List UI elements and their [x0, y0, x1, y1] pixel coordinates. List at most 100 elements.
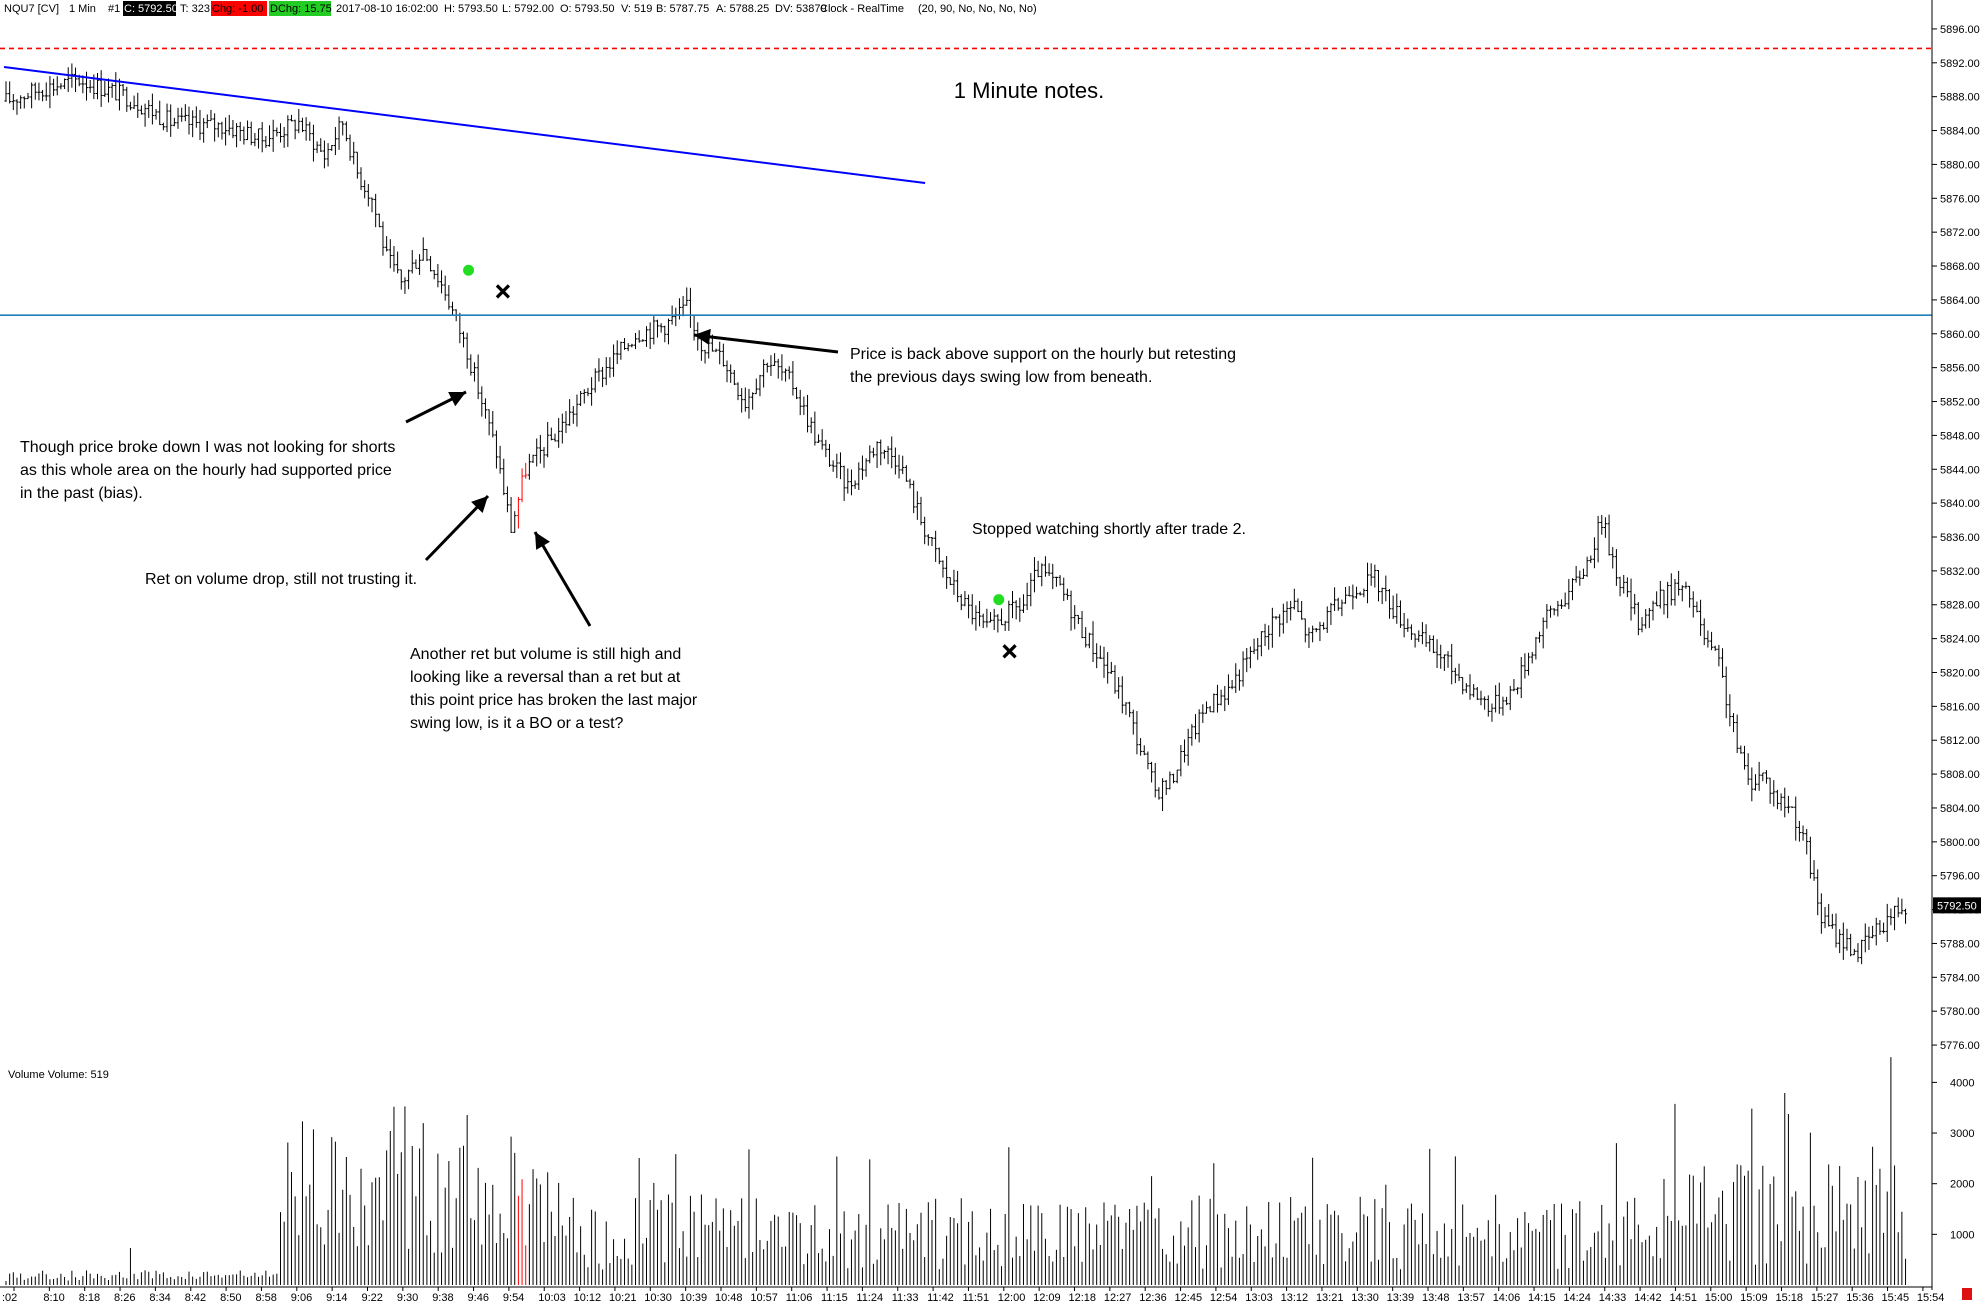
price-bar [1750, 767, 1754, 802]
price-bar [1735, 714, 1739, 754]
price-bar [374, 193, 378, 228]
price-tick-label: 5816.00 [1940, 701, 1980, 713]
price-bar [1281, 603, 1285, 634]
price-bar [1589, 555, 1593, 564]
price-bar [125, 86, 129, 112]
price-bar [253, 133, 257, 147]
price-bar [330, 144, 334, 151]
price-bar [1106, 652, 1110, 684]
header-field-bg [123, 1, 176, 16]
price-bar [1633, 593, 1637, 615]
price-bar [480, 386, 484, 417]
price-bar [659, 323, 663, 333]
price-bar [278, 123, 283, 143]
price-bar [1658, 580, 1662, 609]
price-bar [1889, 908, 1893, 926]
price-bar [999, 608, 1004, 626]
price-bar [1204, 701, 1209, 714]
price-bar [1208, 705, 1212, 713]
price-bar [1025, 582, 1029, 611]
volume-label: Volume Volume: 519 [8, 1069, 109, 1081]
price-bar [791, 361, 795, 396]
price-bar [1406, 618, 1410, 632]
price-bar [571, 406, 575, 424]
price-bar [1871, 925, 1875, 939]
price-bar [941, 560, 945, 578]
price-bar [1131, 709, 1135, 735]
price-bar [608, 357, 612, 378]
time-tick-label: 9:30 [397, 1292, 418, 1304]
price-bar [1029, 573, 1033, 607]
time-tick-label: 8:50 [220, 1292, 241, 1304]
time-tick-label: 10:12 [574, 1292, 602, 1304]
header-field: (20, 90, No, No, No, No) [918, 3, 1037, 15]
price-bar [893, 447, 897, 475]
price-bar [1805, 829, 1809, 855]
header-field: V: 519 [621, 3, 652, 15]
price-bar [1578, 570, 1582, 586]
price-bar [1043, 556, 1048, 577]
price-bar [1501, 696, 1505, 716]
price-bar [1556, 600, 1560, 617]
price-bar [1450, 643, 1454, 685]
price-bar [121, 84, 125, 96]
price-bar [568, 399, 572, 426]
price-bar [461, 331, 466, 348]
price-bar [1534, 636, 1538, 660]
price-tick-label: 5896.00 [1940, 24, 1980, 36]
price-bar [853, 480, 857, 489]
price-bar [897, 454, 901, 479]
price-bar [992, 608, 996, 631]
price-bar [1472, 684, 1476, 698]
price-bar [315, 141, 319, 154]
price-bar [747, 388, 751, 419]
time-tick-label: 14:06 [1493, 1292, 1521, 1304]
time-tick-label: 8:18 [79, 1292, 100, 1304]
price-bar [161, 122, 165, 131]
price-bar [644, 326, 649, 347]
time-tick-label: 10:30 [644, 1292, 672, 1304]
price-bar [370, 197, 374, 213]
price-bar [959, 594, 963, 611]
time-tick-label: 12:09 [1033, 1292, 1061, 1304]
price-bar [344, 121, 348, 142]
price-bar [183, 104, 187, 122]
price-bar [1190, 724, 1194, 746]
price-bar [1526, 652, 1531, 676]
price-bar [890, 436, 894, 469]
price-bar [600, 366, 605, 388]
price-tick-label: 5836.00 [1940, 532, 1980, 544]
price-bar [1113, 665, 1117, 694]
price-bar [311, 124, 316, 162]
time-tick-label: 12:18 [1069, 1292, 1097, 1304]
time-tick-label: 9:46 [468, 1292, 489, 1304]
price-bar [1193, 714, 1198, 740]
price-tick-label: 5800.00 [1940, 837, 1980, 849]
price-bar [205, 114, 209, 129]
price-bar [1149, 761, 1154, 783]
time-tick-label: 8:34 [149, 1292, 170, 1304]
price-bar [1695, 601, 1699, 613]
price-bar [1552, 608, 1556, 616]
price-bar [615, 340, 619, 365]
price-bar [1365, 562, 1370, 604]
price-bar [1325, 606, 1329, 633]
price-bar [926, 534, 930, 546]
price-bar [242, 126, 246, 145]
annotation-text: looking like a reversal than a ret but a… [410, 669, 681, 686]
header-field-bg [211, 1, 267, 16]
time-tick-label: 8:42 [185, 1292, 206, 1304]
price-bar [1164, 780, 1168, 796]
time-tick-label: 13:21 [1316, 1292, 1344, 1304]
price-bar [1881, 922, 1886, 934]
price-bar [805, 394, 810, 433]
price-bar [857, 462, 861, 491]
price-bar [1713, 645, 1717, 651]
price-bar [531, 454, 535, 463]
price-bar [1201, 704, 1205, 723]
price-bar [1234, 663, 1238, 694]
price-bar [1171, 773, 1176, 784]
price-bar [1314, 627, 1318, 633]
